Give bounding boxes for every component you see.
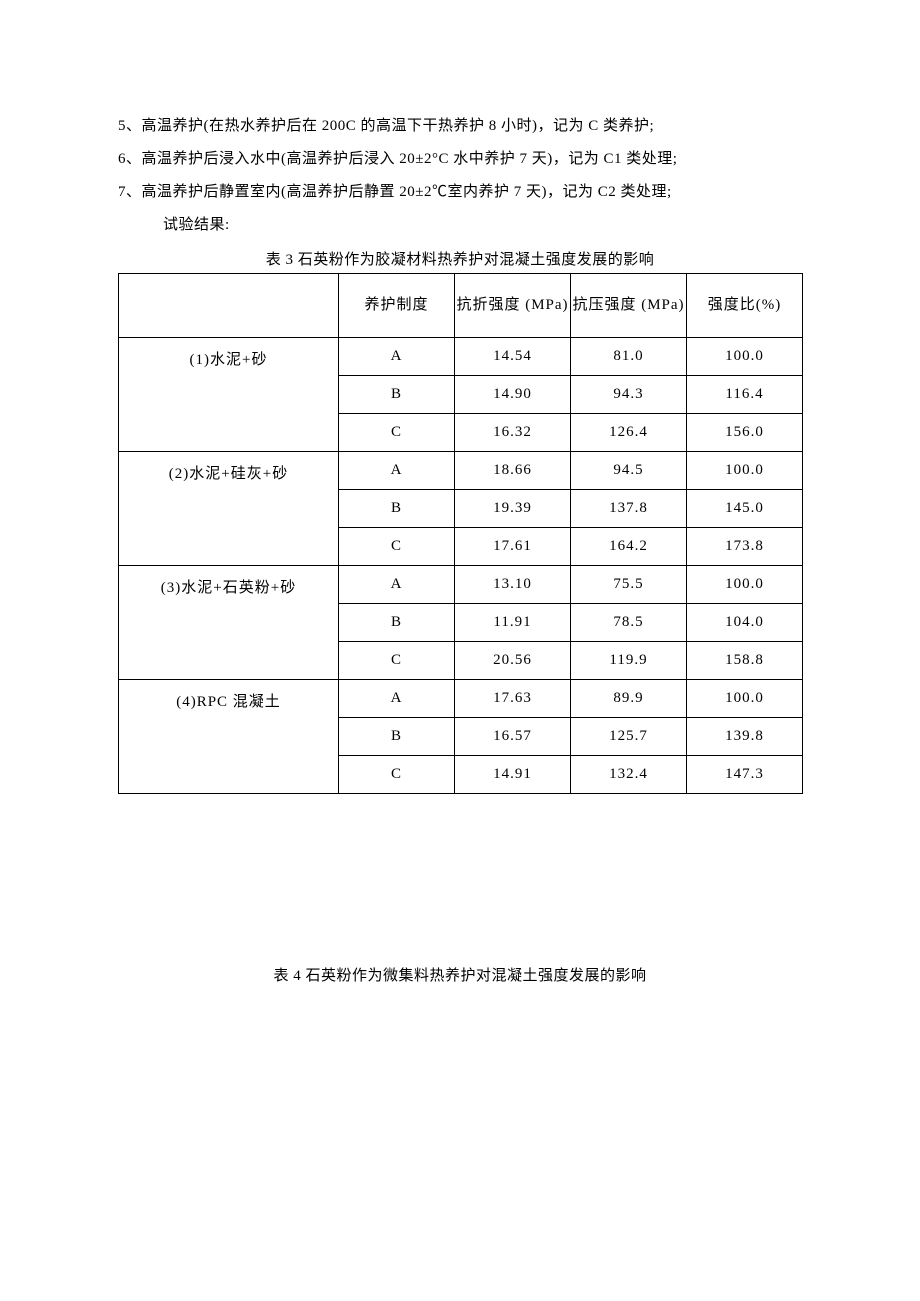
cell-ratio: 156.0 xyxy=(687,414,803,452)
spacer xyxy=(118,794,802,964)
cell-ratio: 158.8 xyxy=(687,642,803,680)
cell-ratio: 100.0 xyxy=(687,338,803,376)
paragraph-6: 6、高温养护后浸入水中(高温养护后浸入 20±2°C 水中养护 7 天)，记为 … xyxy=(118,143,802,176)
cell-flex: 17.61 xyxy=(455,528,571,566)
paragraph-7: 7、高温养护后静置室内(高温养护后静置 20±2℃室内养护 7 天)，记为 C2… xyxy=(118,176,802,209)
cell-cure: C xyxy=(339,756,455,794)
group-label: (4)RPC 混凝土 xyxy=(119,680,339,794)
table4-caption: 表 4 石英粉作为微集料热养护对混凝土强度发展的影响 xyxy=(118,964,802,985)
th-ratio: 强度比(%) xyxy=(687,274,803,338)
cell-cure: B xyxy=(339,376,455,414)
cell-cure: B xyxy=(339,604,455,642)
cell-comp: 94.5 xyxy=(571,452,687,490)
cell-comp: 78.5 xyxy=(571,604,687,642)
cell-comp: 125.7 xyxy=(571,718,687,756)
th-flex: 抗折强度 (MPa) xyxy=(455,274,571,338)
table3-body: (1)水泥+砂A14.5481.0100.0B14.9094.3116.4C16… xyxy=(119,338,803,794)
cell-cure: B xyxy=(339,490,455,528)
cell-comp: 81.0 xyxy=(571,338,687,376)
cell-comp: 119.9 xyxy=(571,642,687,680)
cell-comp: 132.4 xyxy=(571,756,687,794)
cell-cure: C xyxy=(339,414,455,452)
table-row: (2)水泥+硅灰+砂A18.6694.5100.0 xyxy=(119,452,803,490)
cell-flex: 14.91 xyxy=(455,756,571,794)
cell-cure: C xyxy=(339,528,455,566)
cell-flex: 13.10 xyxy=(455,566,571,604)
cell-flex: 14.54 xyxy=(455,338,571,376)
th-comp: 抗压强度 (MPa) xyxy=(571,274,687,338)
cell-ratio: 100.0 xyxy=(687,566,803,604)
cell-comp: 164.2 xyxy=(571,528,687,566)
cell-flex: 14.90 xyxy=(455,376,571,414)
cell-flex: 18.66 xyxy=(455,452,571,490)
cell-ratio: 145.0 xyxy=(687,490,803,528)
cell-cure: C xyxy=(339,642,455,680)
cell-ratio: 100.0 xyxy=(687,452,803,490)
cell-comp: 94.3 xyxy=(571,376,687,414)
cell-comp: 75.5 xyxy=(571,566,687,604)
cell-cure: A xyxy=(339,566,455,604)
th-blank xyxy=(119,274,339,338)
table3-header-row: 养护制度 抗折强度 (MPa) 抗压强度 (MPa) 强度比(%) xyxy=(119,274,803,338)
cell-ratio: 100.0 xyxy=(687,680,803,718)
cell-flex: 16.57 xyxy=(455,718,571,756)
cell-cure: A xyxy=(339,338,455,376)
table3: 养护制度 抗折强度 (MPa) 抗压强度 (MPa) 强度比(%) (1)水泥+… xyxy=(118,273,803,794)
cell-flex: 16.32 xyxy=(455,414,571,452)
cell-ratio: 147.3 xyxy=(687,756,803,794)
cell-cure: A xyxy=(339,680,455,718)
table3-caption: 表 3 石英粉作为胶凝材料热养护对混凝土强度发展的影响 xyxy=(118,248,802,269)
cell-comp: 137.8 xyxy=(571,490,687,528)
paragraph-results: 试验结果: xyxy=(118,209,802,242)
table-row: (1)水泥+砂A14.5481.0100.0 xyxy=(119,338,803,376)
cell-cure: B xyxy=(339,718,455,756)
group-label: (2)水泥+硅灰+砂 xyxy=(119,452,339,566)
cell-flex: 11.91 xyxy=(455,604,571,642)
cell-comp: 126.4 xyxy=(571,414,687,452)
cell-ratio: 173.8 xyxy=(687,528,803,566)
paragraph-5: 5、高温养护(在热水养护后在 200C 的高温下干热养护 8 小时)，记为 C … xyxy=(118,110,802,143)
group-label: (1)水泥+砂 xyxy=(119,338,339,452)
table-row: (3)水泥+石英粉+砂A13.1075.5100.0 xyxy=(119,566,803,604)
cell-cure: A xyxy=(339,452,455,490)
group-label: (3)水泥+石英粉+砂 xyxy=(119,566,339,680)
cell-flex: 17.63 xyxy=(455,680,571,718)
cell-ratio: 104.0 xyxy=(687,604,803,642)
cell-ratio: 116.4 xyxy=(687,376,803,414)
cell-ratio: 139.8 xyxy=(687,718,803,756)
th-cure: 养护制度 xyxy=(339,274,455,338)
cell-flex: 19.39 xyxy=(455,490,571,528)
cell-flex: 20.56 xyxy=(455,642,571,680)
cell-comp: 89.9 xyxy=(571,680,687,718)
table-row: (4)RPC 混凝土A17.6389.9100.0 xyxy=(119,680,803,718)
